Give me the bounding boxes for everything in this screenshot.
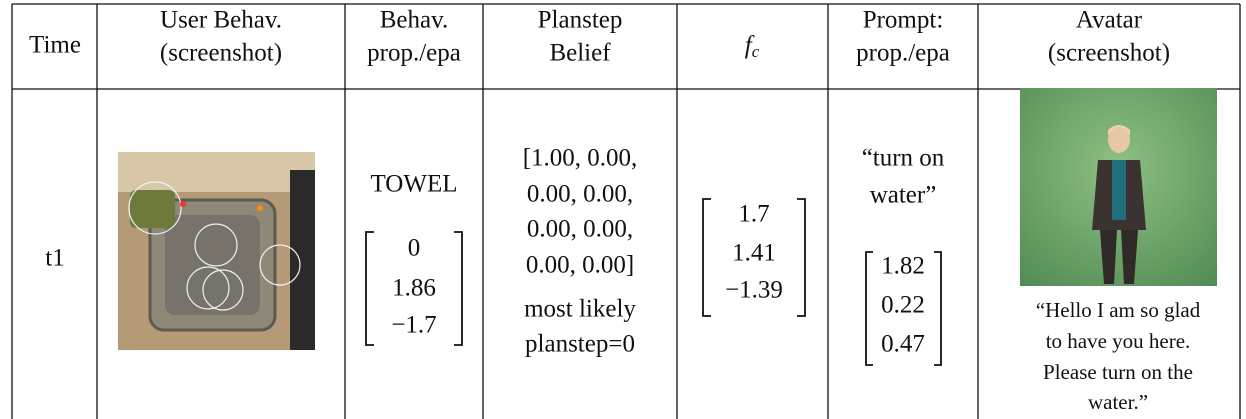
- head: [1108, 127, 1130, 153]
- hand-marker: [180, 201, 186, 207]
- avatar-caption: “Hello I am so glad: [1036, 298, 1201, 322]
- basin: [165, 215, 260, 315]
- circle: [186, 266, 230, 310]
- matrix-bracket: [365, 231, 463, 346]
- avatar-caption: to have you here.: [1046, 329, 1191, 353]
- header-cell: (screenshot): [1048, 40, 1170, 67]
- counter: [118, 152, 315, 192]
- circle: [194, 223, 238, 267]
- shirt: [1112, 160, 1126, 220]
- trousers: [1100, 230, 1138, 284]
- belief-line: 0.00, 0.00,: [527, 181, 633, 208]
- header-cell: Planstep: [538, 7, 623, 34]
- belief-line: planstep=0: [525, 331, 635, 358]
- avatar-caption: water.”: [1088, 390, 1148, 414]
- edge: [290, 170, 315, 350]
- user-screenshot: [118, 152, 315, 350]
- belief-line: [1.00, 0.00,: [523, 145, 638, 172]
- vector-entry: −1.7: [391, 312, 436, 339]
- header-cell: prop./epa: [856, 40, 950, 67]
- prompt-prop: “turn on: [862, 145, 945, 172]
- header-cell: Belief: [549, 40, 611, 67]
- vector-entry: 0.22: [881, 292, 925, 319]
- subscript: c: [752, 42, 760, 61]
- hair: [1108, 125, 1130, 136]
- detections: [128, 181, 301, 311]
- header-cell: (screenshot): [160, 40, 282, 67]
- avatar-caption: Please turn on the: [1043, 360, 1193, 384]
- prompt-prop: water”: [870, 182, 937, 209]
- hand-marker: [257, 205, 263, 211]
- behav-prop: TOWEL: [370, 171, 457, 198]
- circle: [202, 269, 244, 311]
- vector-entry: 1.86: [392, 275, 436, 302]
- symbol: f: [745, 32, 755, 59]
- header-cell: prop./epa: [367, 40, 461, 67]
- belief-line: 0.00, 0.00,: [527, 216, 633, 243]
- avatar-screenshot: [1020, 88, 1217, 286]
- vector-entry: 1.7: [738, 201, 769, 228]
- vector-entry: 0: [408, 235, 421, 262]
- matrix-bracket: [865, 251, 942, 366]
- circle: [259, 244, 301, 286]
- circle: [128, 181, 182, 235]
- header-cell: Behav.: [380, 7, 449, 34]
- towel: [130, 190, 175, 228]
- vector-entry: 0.47: [881, 331, 925, 358]
- header-cell: fc: [745, 32, 760, 61]
- belief-line: most likely: [524, 296, 636, 323]
- header-cell: Prompt:: [863, 7, 944, 34]
- belief-line: 0.00, 0.00]: [526, 252, 634, 279]
- vector-entry: 1.82: [881, 253, 925, 280]
- header-cell: User Behav.: [160, 7, 282, 34]
- time-cell: t1: [45, 245, 64, 272]
- header-cell: Avatar: [1076, 7, 1143, 34]
- vector-entry: −1.39: [725, 277, 783, 304]
- header-cell: Time: [29, 32, 81, 59]
- matrix-bracket: [702, 198, 806, 317]
- vector-entry: 1.41: [732, 240, 776, 267]
